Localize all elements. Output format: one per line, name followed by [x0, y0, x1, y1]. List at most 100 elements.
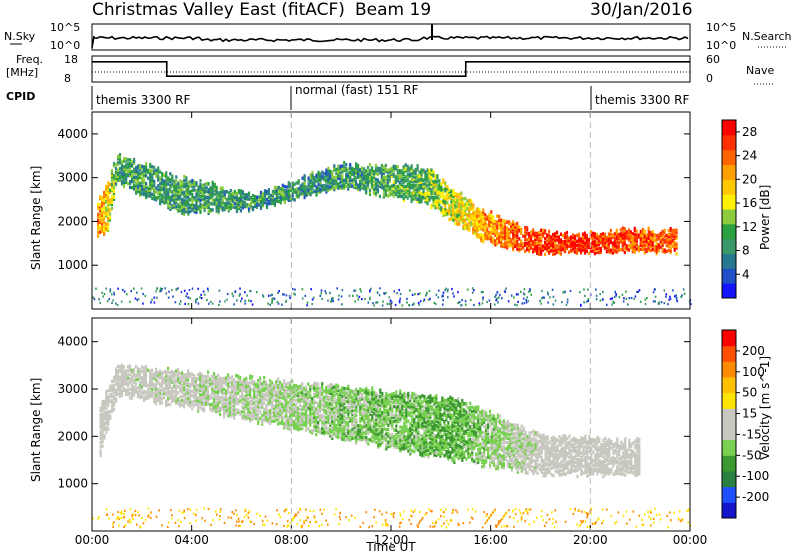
cell-3032: [595, 294, 598, 297]
cell-622: [197, 187, 200, 191]
cell-694: [213, 408, 216, 412]
colorbar-swatch-10: [722, 134, 736, 151]
cell-2446: [583, 249, 587, 253]
cell-253: [138, 376, 142, 380]
cell-522: [185, 388, 188, 392]
cell-1559: [414, 171, 417, 176]
cell-2639: [629, 232, 632, 236]
cell-3002: [101, 291, 103, 294]
cell-1532: [319, 396, 322, 401]
cell-646: [203, 381, 206, 385]
cell-709: [213, 372, 216, 376]
cell-11: [97, 202, 100, 207]
cell-1211: [349, 164, 352, 169]
cell-1802: [452, 200, 455, 204]
cell-810: [227, 377, 230, 381]
cell-2984: [283, 293, 285, 296]
cell-1418: [390, 166, 393, 171]
cell-2354: [559, 252, 563, 256]
cell-1622: [424, 186, 427, 190]
cell-418: [165, 185, 168, 189]
cell-541: [187, 373, 190, 377]
cell-2007: [486, 223, 489, 227]
cell-824: [241, 190, 244, 194]
cell-2184: [520, 247, 523, 251]
cell-1949: [476, 213, 479, 217]
cell-127: [115, 367, 118, 371]
cell-1607: [422, 194, 425, 198]
cell-2778: [663, 250, 666, 254]
cell-2689: [641, 235, 644, 240]
cell-2365: [561, 242, 565, 246]
cell-77: [107, 403, 110, 408]
cell-12: [99, 230, 102, 234]
cell-817: [239, 189, 242, 193]
cell-2264: [538, 240, 541, 245]
cell-461: [175, 392, 178, 397]
cell-1421: [392, 186, 395, 190]
cell-433: [167, 188, 170, 192]
cell-27: [101, 423, 104, 427]
cell-120: [115, 388, 118, 393]
cell-2655: [633, 240, 636, 244]
cell-962: [249, 412, 252, 417]
nsky-tick-high: 10^5: [50, 21, 80, 34]
cell-2683: [641, 247, 644, 251]
cell-881: [263, 200, 267, 205]
cell-1682: [432, 180, 435, 184]
cell-70: [107, 423, 110, 427]
cell-239: [136, 390, 140, 394]
cell-706: [215, 209, 218, 213]
cell-1615: [422, 170, 425, 174]
cell-1519: [408, 172, 411, 176]
cell-2768: [659, 231, 662, 236]
cell-171: [122, 184, 126, 189]
cell-1658: [333, 393, 336, 398]
cell-1224: [283, 402, 286, 407]
cell-1370: [382, 181, 385, 185]
cell-2513: [599, 240, 602, 245]
cell-2121: [508, 243, 511, 248]
cell-837: [231, 385, 234, 390]
cell-2832: [675, 234, 678, 238]
cell-1575: [416, 164, 419, 168]
cell-1319: [295, 426, 298, 431]
cell-2986: [683, 292, 686, 295]
cell-2714: [647, 242, 650, 246]
cell-768: [223, 413, 226, 417]
cell-349: [155, 367, 158, 372]
cell-144: [116, 172, 120, 176]
cell-2723: [649, 248, 652, 253]
cell-247: [138, 393, 142, 397]
cell-276: [141, 180, 144, 184]
cell-1574: [325, 418, 328, 422]
cell-506: [183, 403, 186, 407]
cell-3206: [184, 302, 186, 305]
cell-1632: [331, 408, 334, 413]
cell-213: [130, 379, 134, 383]
cell-595: [193, 205, 196, 210]
cell-811: [227, 375, 230, 379]
cell-1256: [359, 170, 362, 174]
cell-2747: [655, 251, 658, 256]
cell-734: [219, 196, 222, 200]
cell-287: [143, 185, 146, 189]
cell-175: [122, 176, 126, 181]
cell-2361: [559, 232, 563, 236]
cell-1234: [355, 170, 358, 174]
cell-896: [239, 378, 242, 382]
cell-479: [177, 372, 180, 376]
cell-1154: [275, 414, 278, 418]
cell-3062: [442, 299, 444, 302]
cell-1358: [380, 178, 383, 182]
cell-1293: [366, 175, 370, 180]
cell-2321: [552, 244, 555, 249]
cell-2671: [637, 245, 640, 249]
cell-1679: [432, 186, 435, 190]
cell-521: [185, 390, 188, 394]
cell-2223: [530, 246, 533, 250]
cell-482: [175, 189, 178, 193]
cell-335: [151, 186, 154, 191]
cell-1395: [386, 178, 389, 182]
cell-1519: [317, 386, 320, 391]
